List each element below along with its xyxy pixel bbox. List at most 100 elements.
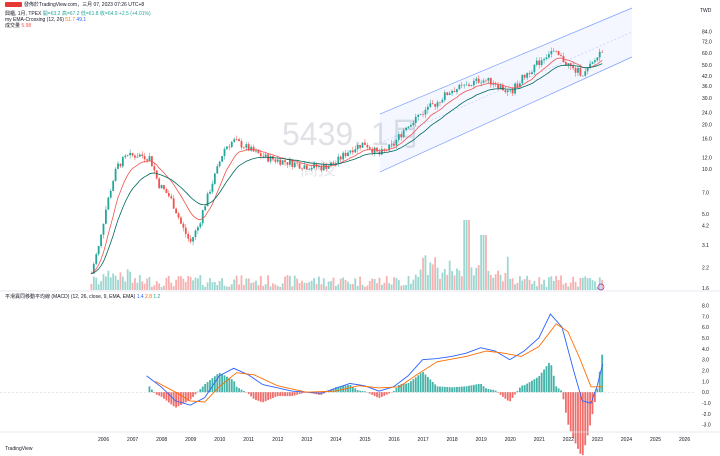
volume-bar	[97, 284, 100, 290]
volume-bar	[209, 278, 211, 290]
volume-bar	[167, 275, 170, 290]
candle-body	[233, 139, 236, 142]
volume-line: 成交量 5.98	[5, 23, 32, 29]
macd-hist-bar	[158, 392, 161, 396]
volume-bar	[102, 274, 105, 290]
candle-body	[189, 238, 192, 242]
macd-hist-bar	[213, 376, 216, 393]
volume-bar	[218, 280, 221, 290]
volume-bar	[308, 282, 311, 290]
candle-body	[485, 80, 487, 82]
volume-bar	[574, 281, 577, 290]
candle-body	[226, 146, 228, 149]
time-tick-label: 2024	[621, 437, 632, 443]
price-tick-label: 12.0	[702, 155, 712, 161]
candle-body	[528, 73, 531, 75]
volume-bar	[569, 282, 572, 290]
volume-bar	[504, 272, 507, 290]
candle-body	[138, 154, 141, 157]
volume-bar	[281, 283, 284, 290]
volume-bar	[518, 276, 521, 290]
candle-body	[414, 116, 417, 123]
candle-body	[417, 114, 420, 117]
candle-body	[136, 156, 139, 158]
candle-body	[201, 210, 204, 224]
candle-body	[511, 90, 514, 94]
time-tick-label: 2015	[359, 437, 370, 443]
volume-bar	[143, 283, 146, 290]
volume-bar	[468, 220, 470, 290]
macd-hist-bar	[516, 391, 519, 393]
time-tick-label: 2012	[272, 437, 283, 443]
volume-bar	[492, 277, 495, 290]
candle-body	[250, 146, 253, 151]
candle-body	[351, 150, 354, 153]
macd-hist-bar	[424, 374, 427, 393]
volume-bar	[213, 281, 216, 290]
macd-hist-bar	[361, 390, 364, 393]
candle-body	[540, 60, 543, 66]
candle-body	[276, 159, 279, 162]
event-marker-icon[interactable]	[597, 283, 605, 291]
macd-hist-bar	[560, 390, 562, 393]
candle-body	[296, 162, 299, 164]
trend-channel[interactable]	[379, 7, 633, 173]
macd-hist-bar	[380, 392, 383, 397]
candle-body	[538, 60, 541, 66]
volume-bar	[424, 255, 427, 290]
candle-body	[262, 156, 265, 157]
candle-body	[148, 156, 151, 161]
macd-hist-bar	[410, 381, 412, 393]
macd-hist-bar	[298, 392, 301, 395]
candle-body	[579, 67, 582, 76]
signal-line	[155, 323, 603, 403]
volume-bar	[487, 270, 490, 290]
macd-hist-bar	[562, 392, 565, 400]
macd-hist-bar	[230, 379, 233, 393]
volume-bar	[397, 279, 400, 290]
volume-bar	[458, 270, 461, 290]
volume-bar	[255, 280, 257, 290]
candle-body	[422, 114, 424, 115]
candle-body	[211, 183, 214, 192]
ohlc-values: 開=63.2 高=67.2 低=61.8 收=64.9 +2.5 (+4.01%…	[42, 11, 151, 17]
volume-bar	[235, 275, 238, 290]
macd-hist-bar	[412, 379, 415, 393]
candle-body	[105, 209, 107, 224]
time-tick-label: 2025	[650, 437, 661, 443]
volume-bar	[160, 286, 163, 290]
volume-bar	[339, 278, 342, 290]
candle-body	[117, 163, 119, 169]
volume-bar	[201, 284, 204, 290]
volume-bar	[206, 282, 209, 290]
candle-body	[92, 263, 95, 274]
macd-hist-bar	[572, 392, 575, 438]
macd-hist-bar	[489, 389, 492, 393]
macd-histogram	[148, 354, 604, 456]
volume-bar	[506, 256, 509, 290]
candle-body	[531, 72, 533, 75]
macd-hist-bar	[494, 390, 497, 393]
volume-bar	[429, 262, 432, 290]
candle-body	[412, 122, 415, 125]
candle-body	[499, 85, 502, 89]
volume-bar	[257, 285, 260, 290]
tradingview-logo-icon	[5, 2, 22, 8]
volume-bar	[521, 280, 524, 290]
macd-hist-bar	[376, 392, 378, 398]
volume-bar	[502, 281, 504, 290]
volume-bar	[129, 271, 132, 290]
volume-bar	[100, 281, 102, 290]
macd-hist-bar	[470, 385, 473, 393]
volume-bar	[596, 286, 599, 290]
macd-hist-bar	[192, 392, 194, 397]
price-tick-label: 7.0	[702, 190, 709, 196]
macd-hist-bar	[264, 392, 267, 402]
macd-hist-bar	[523, 385, 526, 393]
volume-bar	[494, 274, 497, 290]
macd-tick-label: 1.0	[702, 379, 709, 385]
candle-body	[397, 134, 400, 140]
tradingview-footer: TradingView	[5, 446, 33, 452]
macd-hist-bar	[354, 388, 357, 393]
